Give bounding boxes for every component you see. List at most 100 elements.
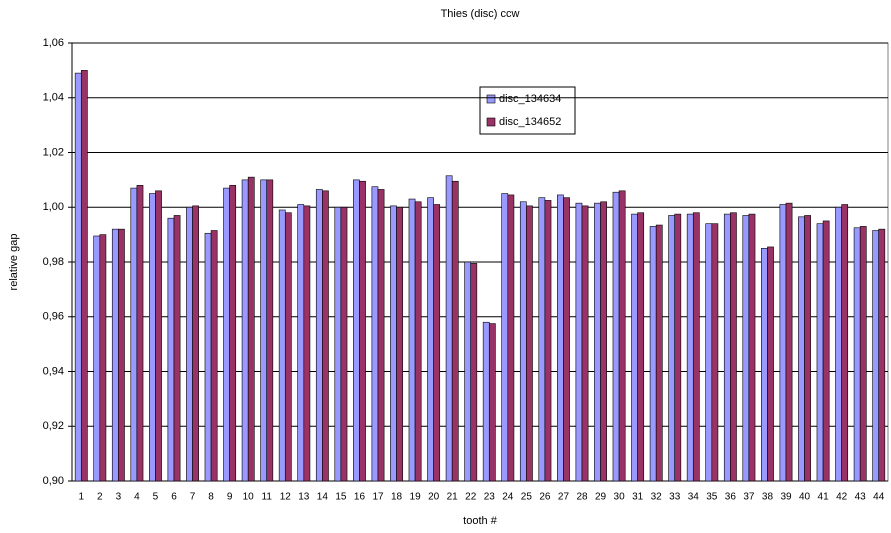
bar bbox=[80, 70, 88, 482]
bar bbox=[767, 246, 774, 482]
x-tick-label: 29 bbox=[595, 492, 607, 503]
bar bbox=[841, 204, 849, 482]
bar bbox=[544, 200, 552, 482]
x-tick-label: 11 bbox=[262, 492, 273, 503]
bar bbox=[600, 201, 607, 482]
x-tick-label: 31 bbox=[632, 492, 644, 503]
bar bbox=[835, 206, 842, 482]
legend-box bbox=[479, 86, 576, 135]
x-tick-label: 34 bbox=[688, 492, 700, 503]
legend-swatch bbox=[486, 94, 496, 104]
bar bbox=[612, 191, 620, 482]
bar bbox=[297, 204, 305, 482]
y-tick-label: 0,92 bbox=[43, 420, 64, 432]
bar bbox=[247, 176, 255, 482]
bar bbox=[631, 213, 638, 482]
bar bbox=[798, 216, 805, 482]
x-tick-label: 12 bbox=[280, 492, 292, 503]
bar bbox=[334, 206, 342, 482]
bar bbox=[637, 212, 645, 482]
bar bbox=[705, 223, 713, 482]
x-tick-label: 5 bbox=[153, 492, 159, 503]
x-tick-label: 6 bbox=[171, 492, 177, 503]
bar bbox=[223, 187, 230, 482]
bar bbox=[742, 215, 750, 482]
bar bbox=[575, 202, 583, 482]
legend-label: disc_134634 bbox=[499, 93, 561, 105]
x-tick-label: 22 bbox=[465, 492, 477, 503]
x-tick-label: 32 bbox=[651, 492, 663, 503]
bar bbox=[130, 187, 138, 482]
y-tick-label: 0,96 bbox=[43, 311, 64, 323]
x-tick-label: 26 bbox=[539, 492, 551, 503]
bar bbox=[414, 201, 422, 482]
bar bbox=[674, 213, 682, 482]
bar bbox=[816, 223, 824, 482]
bar bbox=[408, 198, 416, 482]
bar bbox=[396, 206, 403, 482]
bar bbox=[371, 186, 379, 482]
bar bbox=[445, 175, 453, 482]
x-tick-label: 1 bbox=[78, 492, 84, 503]
bar bbox=[853, 227, 861, 482]
bar bbox=[149, 193, 156, 482]
y-tick-label: 1,04 bbox=[43, 92, 64, 104]
x-tick-label: 39 bbox=[780, 492, 792, 503]
x-tick-label: 23 bbox=[484, 492, 496, 503]
bar bbox=[594, 202, 601, 482]
bar bbox=[785, 202, 793, 482]
bar bbox=[730, 212, 737, 482]
y-axis-label: relative gap bbox=[8, 234, 20, 291]
x-tick-label: 44 bbox=[873, 492, 885, 503]
bar bbox=[118, 228, 125, 482]
x-tick-label: 20 bbox=[428, 492, 440, 503]
y-tick-label: 1,02 bbox=[43, 146, 64, 158]
bar bbox=[668, 215, 676, 482]
x-tick-label: 7 bbox=[190, 492, 196, 503]
bar bbox=[111, 228, 119, 482]
x-tick-label: 15 bbox=[335, 492, 347, 503]
x-tick-label: 40 bbox=[799, 492, 811, 503]
bar bbox=[872, 230, 880, 482]
x-tick-label: 14 bbox=[317, 492, 329, 503]
bar bbox=[241, 179, 249, 482]
bar bbox=[649, 226, 657, 482]
bar bbox=[501, 193, 509, 482]
bar bbox=[433, 204, 441, 482]
x-tick-label: 3 bbox=[116, 492, 122, 503]
bar bbox=[779, 204, 787, 482]
x-tick-label: 25 bbox=[521, 492, 533, 503]
bar bbox=[482, 321, 490, 482]
x-tick-label: 28 bbox=[576, 492, 588, 503]
bar bbox=[563, 197, 570, 482]
bar bbox=[377, 189, 385, 482]
x-tick-label: 42 bbox=[836, 492, 848, 503]
x-tick-label: 33 bbox=[669, 492, 681, 503]
y-tick-label: 1,06 bbox=[43, 37, 64, 49]
bar bbox=[173, 215, 181, 482]
bar bbox=[204, 232, 212, 482]
bar bbox=[303, 205, 311, 482]
bar bbox=[167, 217, 175, 482]
bar bbox=[488, 323, 496, 482]
bar bbox=[278, 209, 286, 482]
bar bbox=[464, 261, 472, 482]
bar bbox=[186, 206, 193, 482]
bar bbox=[538, 197, 546, 482]
bar bbox=[686, 213, 694, 482]
x-tick-label: 21 bbox=[447, 492, 459, 503]
bar bbox=[804, 215, 811, 482]
x-tick-label: 38 bbox=[762, 492, 774, 503]
bar bbox=[655, 224, 663, 482]
bar bbox=[99, 234, 107, 482]
x-tick-label: 37 bbox=[743, 492, 755, 503]
legend-label: disc_134652 bbox=[499, 116, 561, 128]
y-tick-label: 0,98 bbox=[43, 256, 64, 268]
x-tick-label: 43 bbox=[855, 492, 867, 503]
bar bbox=[692, 212, 700, 482]
bar bbox=[748, 213, 756, 482]
x-tick-label: 24 bbox=[502, 492, 514, 503]
bar bbox=[581, 205, 589, 482]
bar bbox=[822, 220, 830, 482]
x-tick-label: 16 bbox=[354, 492, 366, 503]
